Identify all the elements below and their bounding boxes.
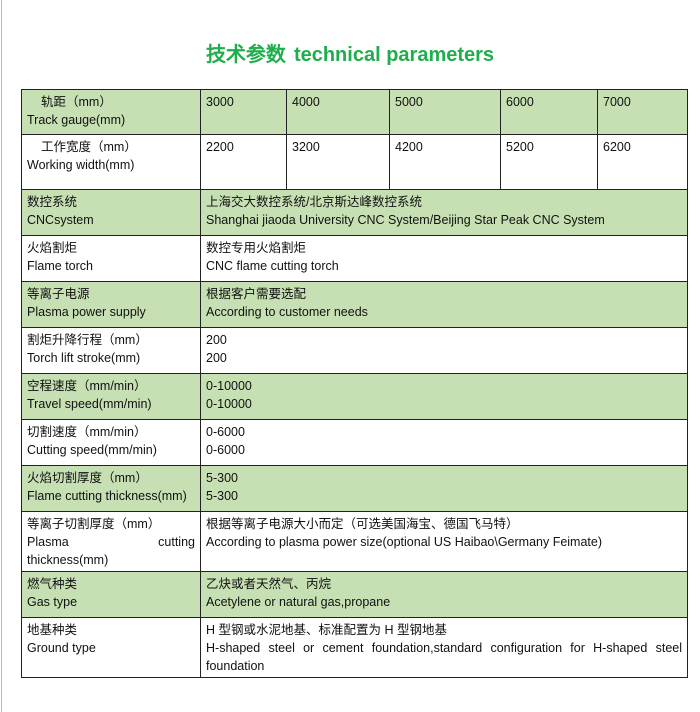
page-edge: [1, 0, 2, 712]
value-en: H-shaped steel or cement foundation,stan…: [206, 641, 682, 673]
value-cell: 3200: [286, 134, 390, 190]
label-cn: 等离子切割厚度（mm）: [27, 517, 161, 531]
label-cn: 火焰切割厚度（mm）: [27, 471, 148, 485]
label-cn: 等离子电源: [27, 287, 90, 301]
table-row: 等离子电源 Plasma power supply 根据客户需要选配 Accordin…: [21, 281, 688, 328]
label-cn: 切割速度（mm/min）: [27, 425, 147, 439]
value-cell: 7000: [597, 89, 688, 135]
value-en: CNC flame cutting torch: [206, 259, 339, 273]
label-en: Torch lift stroke(mm): [27, 351, 141, 365]
label-cn: 地基种类: [27, 623, 78, 637]
value-cell: 4200: [389, 134, 501, 190]
label-en: Track gauge(mm): [27, 113, 126, 127]
value-en: According to customer needs: [206, 305, 368, 319]
title-en: technical parameters: [293, 44, 495, 66]
table-row: 火焰切割厚度（mm） Flame cutting thickness(mm) 5-3…: [21, 465, 688, 512]
value-en: 5-300: [206, 489, 238, 503]
value-cell: 3000: [200, 89, 287, 135]
parameters-table: 轨距（mm） Track gauge(mm) 3000 4000 5000 600…: [21, 89, 688, 678]
label-cn: 空程速度（mm/min）: [27, 379, 147, 393]
label-cn: 轨距（mm）: [41, 95, 112, 109]
label-en: Gas type: [27, 595, 78, 609]
value-en: 0-6000: [206, 443, 245, 457]
value-en: According to plasma power size(optional …: [206, 535, 603, 549]
label-en: Flame cutting thickness(mm): [27, 489, 187, 503]
value-cn: 200: [206, 333, 227, 347]
label-en: cutting: [158, 535, 195, 549]
table-row: 数控系统 CNCsystem 上海交大数控系统/北京斯达峰数控系统 Shanghai …: [21, 189, 688, 236]
value-cn: 0-10000: [206, 379, 252, 393]
table-row: 地基种类 Ground type H 型钢或水泥地基、标准配置为 H 型钢地基 H-…: [21, 617, 688, 678]
label-en: Flame torch: [27, 259, 93, 273]
label-en: Working width(mm): [27, 158, 135, 172]
value-cn: 乙炔或者天然气、丙烷: [206, 577, 332, 591]
label-en: thickness(mm): [27, 553, 109, 567]
table-row: 轨距（mm） Track gauge(mm) 3000 4000 5000 600…: [21, 89, 688, 135]
table-row: 工作宽度（mm） Working width(mm) 2200 3200 4200…: [21, 134, 688, 190]
value-cn: 根据等离子电源大小而定（可选美国海宝、德国飞马特）: [206, 517, 519, 531]
label-en: Plasma power supply: [27, 305, 146, 319]
label-cn: 割炬升降行程（mm）: [27, 333, 148, 347]
value-cell: 4000: [286, 89, 390, 135]
table-row: 等离子切割厚度（mm） Plasma cutting thickness(mm) 根据…: [21, 511, 688, 572]
value-cell: 5200: [500, 134, 598, 190]
label-en: Travel speed(mm/min): [27, 397, 152, 411]
value-en: Acetylene or natural gas,propane: [206, 595, 391, 609]
table-row: 燃气种类 Gas type 乙炔或者天然气、丙烷 Acetylene or natu…: [21, 571, 688, 618]
label-en: Cutting speed(mm/min): [27, 443, 157, 457]
value-en: Shanghai jiaoda University CNC System/Be…: [206, 213, 605, 227]
table-row: 割炬升降行程（mm） Torch lift stroke(mm) 200 200: [21, 327, 688, 374]
value-cell: 2200: [200, 134, 287, 190]
table-row: 火焰割炬 Flame torch 数控专用火焰割炬 CNC flame cutting…: [21, 235, 688, 282]
value-cell: 6000: [500, 89, 598, 135]
label-en: Ground type: [27, 641, 96, 655]
value-cn: H 型钢或水泥地基、标准配置为 H 型钢地基: [206, 623, 447, 637]
value-cn: 根据客户需要选配: [206, 287, 307, 301]
label-cn: 燃气种类: [27, 577, 78, 591]
label-en: CNCsystem: [27, 213, 94, 227]
value-en: 0-10000: [206, 397, 252, 411]
value-en: 200: [206, 351, 227, 365]
label-en: Plasma: [27, 535, 69, 549]
table-row: 空程速度（mm/min） Travel speed(mm/min) 0-10000 0…: [21, 373, 688, 420]
page-title: 技术参数 technical parameters: [0, 38, 700, 67]
label-cn: 火焰割炬: [27, 241, 78, 255]
table-row: 切割速度（mm/min） Cutting speed(mm/min) 0-6000 0…: [21, 419, 688, 466]
value-cn: 5-300: [206, 471, 238, 485]
value-cell: 5000: [389, 89, 501, 135]
value-cell: 6200: [597, 134, 688, 190]
value-cn: 数控专用火焰割炬: [206, 241, 307, 255]
label-cn: 工作宽度（mm）: [41, 140, 137, 154]
label-cn: 数控系统: [27, 195, 78, 209]
value-cn: 0-6000: [206, 425, 245, 439]
title-cn: 技术参数: [205, 44, 286, 66]
value-cn: 上海交大数控系统/北京斯达峰数控系统: [206, 195, 422, 209]
